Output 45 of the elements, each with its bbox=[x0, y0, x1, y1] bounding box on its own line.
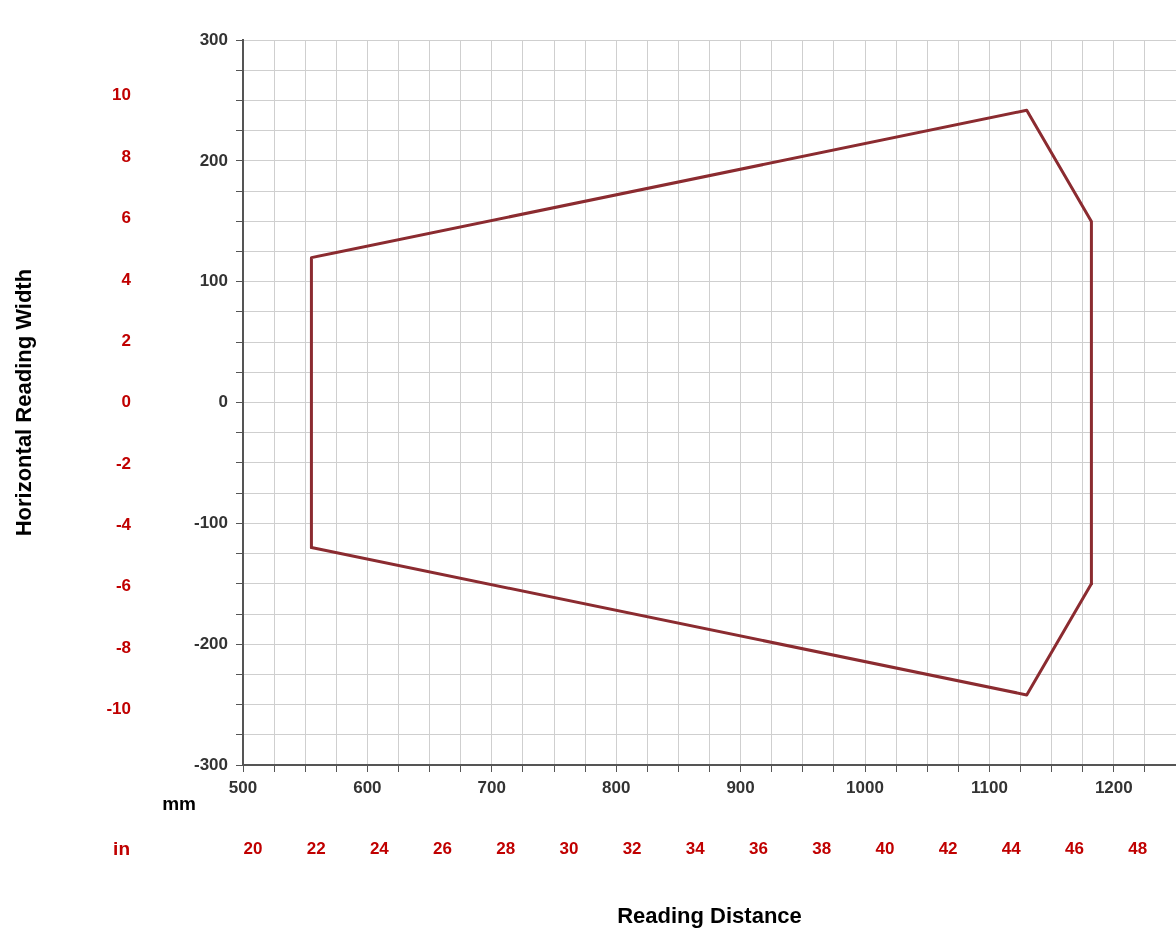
x-axis-title: Reading Distance bbox=[617, 902, 802, 928]
x-tick-label: 700 bbox=[477, 777, 506, 797]
y2-tick-label: 0 bbox=[121, 392, 131, 412]
y2-tick-label: 6 bbox=[121, 208, 131, 228]
y2-tick-label: -10 bbox=[106, 699, 131, 719]
y2-tick-label: 4 bbox=[121, 269, 132, 289]
x2-tick-label: 40 bbox=[875, 838, 895, 858]
x2-tick-label: 42 bbox=[938, 838, 958, 858]
x-tick-label: 1100 bbox=[970, 777, 1008, 797]
y2-tick-label: -8 bbox=[115, 637, 131, 657]
x2-tick-label: 36 bbox=[749, 838, 768, 858]
x2-tick-label: 24 bbox=[369, 838, 390, 858]
x2-tick-label: 44 bbox=[1001, 838, 1022, 858]
y-tick-label: 300 bbox=[199, 29, 228, 49]
x-tick-label: 500 bbox=[228, 777, 258, 797]
y-tick-label: -300 bbox=[193, 754, 228, 774]
text: mm bbox=[162, 793, 196, 815]
y2-tick-label: 10 bbox=[112, 85, 131, 105]
x2-tick-label: 34 bbox=[685, 838, 706, 858]
y2-tick-label: -4 bbox=[115, 515, 132, 535]
x2-tick-label: 20 bbox=[243, 838, 263, 858]
y-tick-label: -200 bbox=[193, 633, 228, 653]
x2-tick-label: 48 bbox=[1128, 838, 1148, 858]
x2-tick-label: 22 bbox=[306, 838, 326, 858]
x2-tick-label: 32 bbox=[622, 838, 642, 858]
x2-tick-label: 28 bbox=[496, 838, 516, 858]
y-tick-label: -100 bbox=[193, 513, 228, 533]
x2-tick-label: 26 bbox=[433, 838, 452, 858]
x-tick-label: 800 bbox=[602, 777, 631, 797]
x2-tick-label: 30 bbox=[559, 838, 579, 858]
x-tick-label: 900 bbox=[726, 777, 755, 797]
y2-tick-label: 8 bbox=[121, 146, 131, 166]
y-tick-label: 100 bbox=[199, 271, 228, 291]
y2-tick-label: -6 bbox=[115, 576, 131, 596]
text: in bbox=[113, 838, 130, 860]
y-tick-label: 200 bbox=[199, 150, 228, 170]
x-tick-label: 1000 bbox=[846, 777, 884, 797]
x2-tick-label: 46 bbox=[1065, 838, 1084, 858]
y2-tick-label: 2 bbox=[121, 330, 131, 350]
y-tick-label: 0 bbox=[218, 392, 228, 412]
y2-axis-title: Horizontal Reading Width bbox=[11, 268, 37, 537]
x2-tick-label: 38 bbox=[812, 838, 832, 858]
x-tick-label: 1200 bbox=[1094, 777, 1133, 797]
y2-tick-label: -2 bbox=[115, 453, 131, 473]
x-tick-label: 600 bbox=[353, 777, 382, 797]
